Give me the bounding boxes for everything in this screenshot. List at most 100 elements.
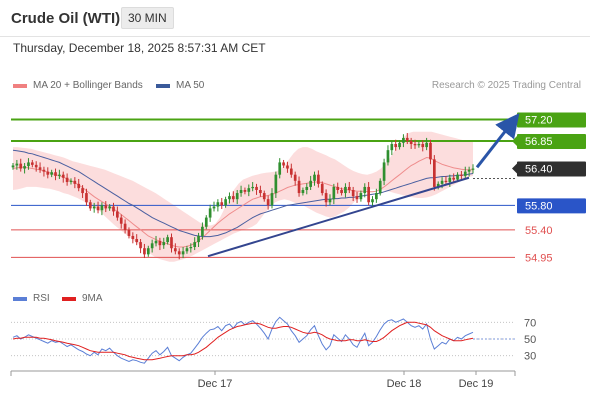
candle-body [166, 237, 169, 243]
candle-body [425, 142, 428, 148]
candle-body [471, 168, 475, 170]
candle-body [247, 188, 251, 192]
candle-body [212, 206, 216, 209]
candle-body [262, 193, 266, 200]
candle-body [289, 168, 293, 175]
candle-body [193, 242, 197, 247]
timeframe-badge[interactable]: 30 MIN [121, 7, 174, 29]
legend-ma20: MA 20 + Bollinger Bands [13, 80, 143, 91]
candles [11, 133, 475, 260]
candle-body [127, 229, 131, 236]
candle-body [150, 243, 154, 249]
candle-body [139, 242, 142, 249]
candle-body [324, 193, 328, 203]
candle-body [440, 180, 444, 184]
timestamp: Thursday, December 18, 2025 8:57:31 AM C… [13, 41, 266, 55]
rsi-label: RSI [33, 293, 50, 304]
candle-body [309, 180, 312, 187]
candle-body [42, 169, 46, 172]
candle-body [344, 186, 347, 194]
candle-body [386, 150, 390, 163]
ma50-label: MA 50 [176, 80, 205, 91]
candle-body [409, 140, 413, 145]
candle-body [143, 248, 146, 255]
candle-body [146, 248, 150, 255]
candle-body [336, 186, 340, 190]
candle-body [363, 186, 367, 194]
candle-body [201, 226, 204, 236]
candle-body [421, 144, 425, 148]
candle-body [81, 188, 84, 194]
rsi-tick-70: 70 [524, 317, 536, 329]
level-label-55-80: 55.80 [525, 200, 553, 212]
candle-body [402, 137, 405, 143]
candle-body [305, 186, 309, 190]
candle-body [266, 199, 270, 206]
ma20-label: MA 20 + Bollinger Bands [33, 80, 143, 91]
ma9-line [12, 321, 474, 361]
current-price-label: 56.40 [525, 164, 553, 176]
candle-body [274, 174, 278, 194]
candle-body [204, 217, 208, 227]
candle-body [398, 142, 401, 148]
candle-body [255, 186, 258, 190]
candle-body [231, 196, 235, 200]
candle-body [270, 193, 274, 206]
level-box-55-80 [517, 198, 586, 214]
candle-body [65, 177, 69, 183]
moving-averages [12, 149, 474, 248]
level-pointer [512, 134, 518, 147]
x-tick-label: Dec 17 [198, 378, 233, 390]
candle-body [444, 180, 448, 183]
rsi-tick-30: 30 [524, 351, 536, 363]
candle-body [259, 190, 262, 194]
candle-body [436, 183, 440, 187]
ma20-swatch [13, 83, 27, 88]
candle-body [297, 180, 301, 194]
candle-body [375, 193, 378, 200]
candle-body [123, 223, 127, 230]
candle-body [351, 190, 355, 197]
instrument-title: Crude Oil (WTI) [11, 10, 121, 27]
rsi-tick-50: 50 [524, 334, 536, 346]
candle-body [239, 190, 243, 194]
candle-body [34, 164, 38, 168]
candle-body [116, 211, 119, 218]
candle-body [69, 180, 73, 183]
time-axis: Dec 17 Dec 18 Dec 19 [10, 370, 516, 390]
candle-body [85, 193, 88, 203]
candle-body [286, 165, 289, 169]
candle-body [54, 172, 57, 176]
candle-body [417, 144, 421, 146]
rsi-panel: 70 50 30 [11, 316, 536, 364]
candle-body [467, 169, 471, 172]
legend-ma50: MA 50 [156, 80, 204, 91]
candle-body [224, 199, 227, 206]
candle-body [154, 240, 158, 244]
candle-body [278, 162, 282, 175]
candle-body [77, 183, 81, 189]
candle-body [394, 144, 398, 148]
candle-body [174, 248, 177, 252]
level-box-56-85 [517, 133, 586, 149]
legend-ma9: 9MA [62, 293, 103, 304]
candle-body [228, 196, 231, 200]
level-box-57-20 [517, 112, 586, 128]
candle-body [317, 174, 320, 184]
candle-body [367, 186, 370, 203]
candle-body [30, 162, 34, 165]
current-price-box [517, 161, 586, 177]
chart-header: Crude Oil (WTI) 30 MIN [0, 0, 590, 37]
level-lines: 57.20 56.85 55.80 55.40 54.95 [11, 112, 586, 264]
candle-body [371, 199, 374, 203]
candle-body [460, 174, 463, 176]
candle-body [452, 177, 456, 180]
candle-body [92, 206, 96, 209]
candle-body [448, 177, 452, 183]
ma9-swatch [62, 296, 76, 301]
legend-rsi: RSI [13, 293, 50, 304]
level-label-57-20: 57.20 [525, 115, 553, 127]
candle-body [378, 180, 382, 194]
candle-body [328, 199, 332, 203]
